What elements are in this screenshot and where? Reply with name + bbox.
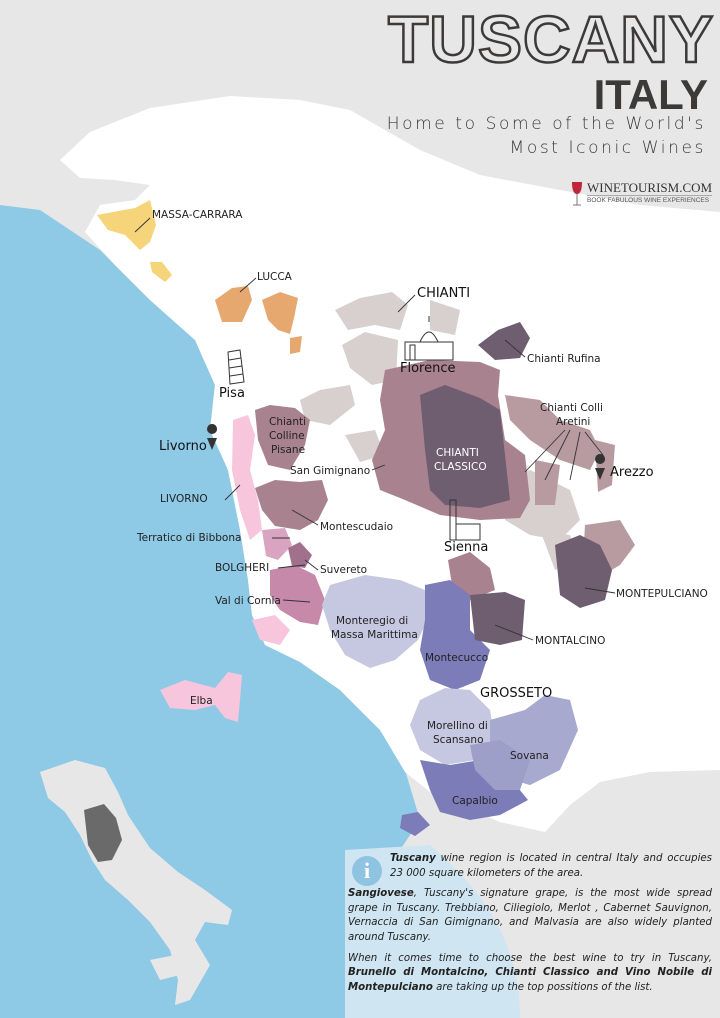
region-grosseto-blend bbox=[470, 740, 530, 790]
label-elba: Elba bbox=[190, 695, 213, 707]
tagline: Home to Some of the World's Most Iconic … bbox=[387, 112, 706, 160]
leader-lines bbox=[134, 217, 616, 641]
info-paragraph-2: Sangiovese, Tuscany's signature grape, i… bbox=[348, 887, 712, 945]
leaning-tower-icon bbox=[227, 349, 245, 385]
label-capalbio: Capalbio bbox=[452, 795, 498, 807]
label-chianti: CHIANTI bbox=[417, 286, 470, 301]
region-bolgheri bbox=[262, 528, 292, 560]
region-val-di-cornia bbox=[288, 542, 312, 568]
region-monteregio bbox=[322, 575, 430, 668]
label-montescudaio: Montescudaio bbox=[320, 521, 393, 533]
label-chianti-colline-pisane: Chianti bbox=[269, 416, 306, 428]
info-bold: Sangiovese bbox=[348, 888, 414, 900]
info-box: Tuscany wine region is located in centra… bbox=[348, 852, 712, 1001]
page-title: TUSCANY bbox=[387, 2, 715, 76]
label-livorno: LIVORNO bbox=[160, 493, 208, 505]
region-chianti-classico bbox=[420, 385, 510, 508]
label-chianti-classico: CHIANTI bbox=[436, 447, 479, 459]
label-sienna: Sienna bbox=[444, 540, 488, 555]
small-island bbox=[400, 812, 430, 836]
label-livorno-city: Livorno bbox=[159, 439, 207, 454]
region-livorno bbox=[232, 415, 290, 645]
logo-tagline: BOOK FABULOUS WINE EXPERIENCES bbox=[587, 194, 713, 204]
region-chianti-colline-pisane bbox=[255, 405, 310, 470]
label-chianti-rufina: Chianti Rufina bbox=[527, 353, 601, 365]
label-florence: Florence bbox=[400, 361, 456, 376]
map-pin-icon bbox=[207, 424, 218, 450]
label-bolgheri: BOLGHERI bbox=[215, 562, 269, 574]
map-pin-icon bbox=[595, 454, 606, 480]
label-chianti-colli-aretini: Chianti Colli bbox=[540, 402, 603, 414]
region-montescudaio bbox=[255, 480, 328, 530]
label-val-di-cornia: Val di Cornia bbox=[215, 595, 281, 607]
region-massa-carrara bbox=[97, 200, 172, 282]
label-terratico-di-bibbona: Terratico di Bibbona bbox=[136, 532, 241, 544]
tagline-line-2: Most Iconic Wines bbox=[509, 138, 706, 158]
label-morellino-2: Scansano bbox=[433, 734, 484, 746]
info-bold: Tuscany bbox=[390, 853, 436, 864]
region-montalcino bbox=[470, 592, 525, 645]
info-text: wine region is located in central Italy … bbox=[390, 853, 712, 879]
label-pisa: Pisa bbox=[219, 386, 245, 401]
info-icon: i bbox=[352, 856, 382, 886]
label-monteregio-2: Massa Marittima bbox=[331, 629, 418, 641]
label-montecucco: Montecucco bbox=[425, 652, 488, 664]
region-montecucco bbox=[420, 580, 490, 690]
tagline-line-1: Home to Some of the World's bbox=[386, 114, 706, 134]
region-lucca bbox=[215, 286, 302, 354]
label-massa-carrara: MASSA-CARRARA bbox=[152, 209, 243, 221]
label-sovana: Sovana bbox=[510, 750, 549, 762]
label-grosseto: GROSSETO bbox=[480, 686, 552, 701]
label-chianti-colline-pisane-3: Pisane bbox=[271, 444, 305, 456]
label-montalcino: MONTALCINO bbox=[535, 635, 605, 647]
info-paragraph-3: When it comes time to choose the best wi… bbox=[348, 952, 712, 996]
info-bold: Brunello di Montalcino, Chianti Classico… bbox=[348, 967, 712, 993]
label-montepulciano: MONTEPULCIANO bbox=[616, 588, 708, 600]
tuscany-highlight-inset bbox=[84, 804, 122, 862]
info-paragraph-1: Tuscany wine region is located in centra… bbox=[348, 852, 712, 881]
info-text: are taking up the top possitions of the … bbox=[432, 981, 653, 993]
wine-glass-icon bbox=[572, 182, 582, 206]
label-chianti-classico-2: CLASSICO bbox=[434, 461, 487, 473]
region-suvereto bbox=[270, 565, 325, 625]
elba-island bbox=[160, 672, 242, 722]
info-backdrop bbox=[345, 845, 520, 1018]
duomo-icon bbox=[404, 316, 454, 361]
torre-del-mangia-icon bbox=[449, 499, 481, 541]
label-chianti-colli-aretini-2: Aretini bbox=[556, 416, 590, 428]
label-chianti-colline-pisane-2: Colline bbox=[269, 430, 305, 442]
logo-name: WINETOURISM.COM bbox=[587, 179, 713, 195]
label-monteregio: Monteregio di bbox=[336, 615, 408, 627]
label-arezzo: Arezzo bbox=[610, 465, 654, 480]
label-san-gimignano: San Gimignano bbox=[290, 465, 370, 477]
winetourism-logo: WINETOURISM.COM BOOK FABULOUS WINE EXPER… bbox=[570, 176, 713, 208]
info-text: When it comes time to choose the best wi… bbox=[348, 952, 712, 964]
label-lucca: LUCCA bbox=[257, 271, 293, 283]
label-suvereto: Suvereto bbox=[320, 564, 367, 576]
label-morellino: Morellino di bbox=[427, 720, 488, 732]
info-text: , Tuscany's signature grape, is the most… bbox=[348, 888, 712, 943]
country-title: ITALY bbox=[593, 71, 708, 118]
